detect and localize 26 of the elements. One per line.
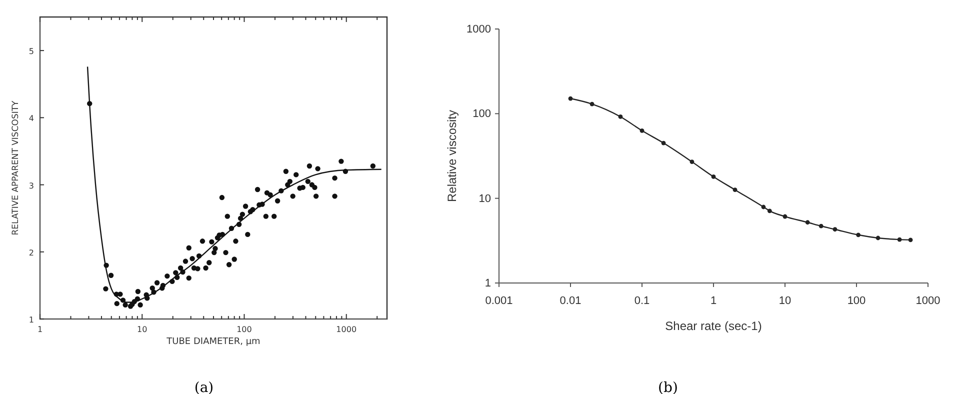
x-tick-label: 0.1 <box>634 295 650 307</box>
y-tick-label: 100 <box>472 108 491 120</box>
x-tick-label: 100 <box>847 295 866 307</box>
x-tick-label: 0.001 <box>485 295 513 307</box>
x-axis-title: Shear rate (sec-1) <box>665 319 762 333</box>
y-tick-label: 1 <box>484 278 491 290</box>
y-tick-label: 10 <box>478 192 491 205</box>
x-tick-label: 1000 <box>336 325 357 334</box>
y-tick-label: 5 <box>28 47 34 56</box>
x-tick-label: 10 <box>778 295 792 307</box>
y-tick-label: 2 <box>28 248 34 258</box>
y-tick-label: 3 <box>28 181 34 190</box>
y-axis-title: Relative viscosity <box>445 110 459 202</box>
x-tick-label: 1 <box>37 325 43 334</box>
x-tick-label: 1000 <box>916 295 940 307</box>
y-tick-label: 1 <box>28 316 34 324</box>
text: (b) <box>658 380 678 394</box>
x-tick-label: 100 <box>236 325 252 334</box>
y-tick-label: 1000 <box>466 24 491 36</box>
x-tick-label: 1 <box>710 295 717 307</box>
x-tick-label: 0.01 <box>560 295 582 307</box>
y-tick-label: 4 <box>28 114 34 124</box>
y-axis-title: RELATIVE APPARENT VISCOSITY <box>11 100 21 236</box>
text: (a) <box>194 380 214 394</box>
x-tick-label: 10 <box>137 325 148 334</box>
x-axis-title: TUBE DIAMETER, μm <box>166 337 260 347</box>
